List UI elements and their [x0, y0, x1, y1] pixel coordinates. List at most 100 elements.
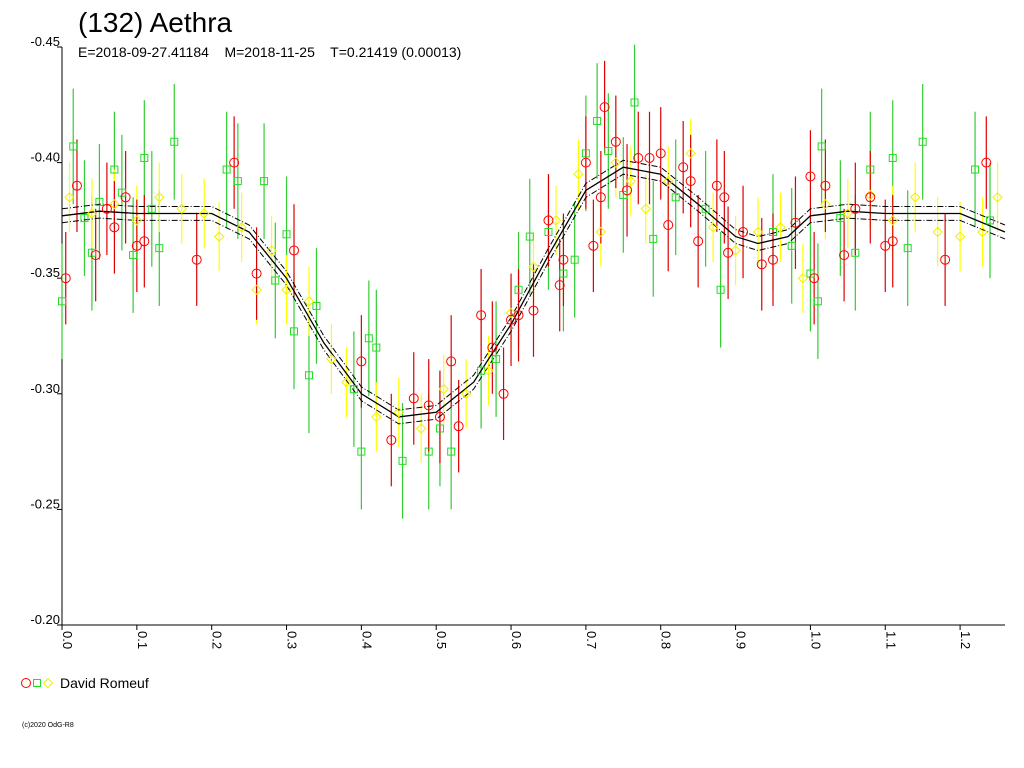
data-point: [154, 192, 165, 203]
data-point: [604, 147, 613, 156]
data-point: [487, 342, 498, 353]
data-point: [918, 137, 927, 146]
data-point: [716, 285, 725, 294]
data-point: [573, 168, 584, 180]
data-point: [251, 268, 262, 279]
data-point: [109, 222, 120, 233]
data-point: [131, 240, 142, 251]
data-point: [813, 297, 822, 306]
data-point: [588, 240, 599, 251]
data-point: [595, 192, 606, 203]
data-point: [71, 180, 82, 191]
data-point: [820, 199, 831, 210]
data-point: [129, 251, 138, 260]
data-point: [940, 254, 951, 265]
data-point: [544, 227, 553, 236]
data-point: [64, 192, 75, 203]
data-point: [290, 327, 299, 336]
x-tick-label: 0.1: [135, 631, 150, 649]
data-point: [888, 153, 897, 162]
data-point: [147, 204, 156, 213]
data-point: [633, 152, 644, 163]
data-point: [865, 192, 876, 203]
data-point: [513, 310, 524, 321]
data-point: [191, 254, 202, 265]
data-point: [836, 214, 845, 223]
x-tick-label: 0.4: [359, 631, 374, 649]
data-point: [787, 241, 796, 250]
data-point: [408, 393, 419, 404]
data-point: [610, 136, 621, 147]
data-point: [693, 236, 704, 247]
data-point: [393, 407, 404, 418]
data-point: [842, 208, 854, 219]
data-point: [341, 377, 352, 388]
data-point: [711, 180, 722, 191]
data-point: [416, 423, 427, 434]
data-point: [525, 232, 534, 241]
x-tick-label: 0.2: [210, 631, 225, 649]
data-point: [229, 157, 240, 168]
data-point: [198, 208, 210, 219]
data-point: [80, 214, 89, 223]
data-point: [887, 215, 898, 226]
data-point: [251, 284, 262, 295]
data-point: [271, 276, 280, 285]
data-point: [851, 248, 860, 257]
data-point: [514, 285, 523, 294]
y-tick-label: -0.20: [30, 612, 60, 627]
data-point: [476, 310, 487, 321]
data-point: [386, 435, 397, 446]
data-point: [435, 424, 444, 433]
data-point: [222, 165, 231, 174]
data-point: [981, 157, 992, 168]
data-point: [850, 203, 861, 214]
data-point: [663, 220, 674, 231]
data-point: [260, 177, 269, 186]
data-point: [738, 226, 749, 237]
y-tick-label: -0.30: [30, 381, 60, 396]
data-point: [498, 388, 509, 399]
data-point: [357, 447, 366, 456]
data-point: [866, 165, 875, 174]
data-point: [599, 102, 610, 113]
data-point: [971, 165, 980, 174]
data-point: [131, 215, 143, 226]
data-point: [558, 254, 569, 265]
data-point: [570, 255, 579, 264]
data-point: [685, 176, 696, 187]
data-point: [932, 226, 943, 238]
data-point: [909, 192, 921, 203]
data-point: [282, 230, 291, 239]
x-tick-label: 0.3: [285, 631, 300, 649]
x-tick-label: 0.0: [60, 631, 75, 649]
y-tick-label: -0.25: [30, 496, 60, 511]
legend-marker: [42, 677, 54, 689]
y-tick-label: -0.45: [30, 34, 60, 49]
data-point: [109, 199, 120, 210]
data-point: [903, 244, 912, 253]
data-point: [371, 411, 382, 423]
data-point: [139, 236, 150, 247]
fit-curve: [61, 166, 1006, 418]
x-tick-label: 0.7: [584, 631, 599, 649]
data-point: [90, 250, 101, 261]
x-tick-label: 1.0: [808, 631, 823, 649]
x-tick-label: 1.1: [883, 631, 898, 649]
data-point: [304, 371, 313, 380]
data-point: [120, 192, 131, 203]
data-point: [266, 245, 277, 256]
data-point: [423, 400, 434, 411]
data-point: [644, 152, 655, 163]
data-point: [58, 297, 66, 306]
data-point: [446, 356, 457, 367]
data-point: [685, 148, 696, 159]
data-point: [767, 254, 778, 265]
data-point: [233, 177, 242, 186]
legend-marker: [33, 679, 41, 687]
data-point: [678, 162, 689, 173]
data-point: [447, 447, 456, 456]
data-point: [887, 236, 898, 247]
data-point: [460, 388, 472, 400]
data-point: [155, 244, 164, 253]
